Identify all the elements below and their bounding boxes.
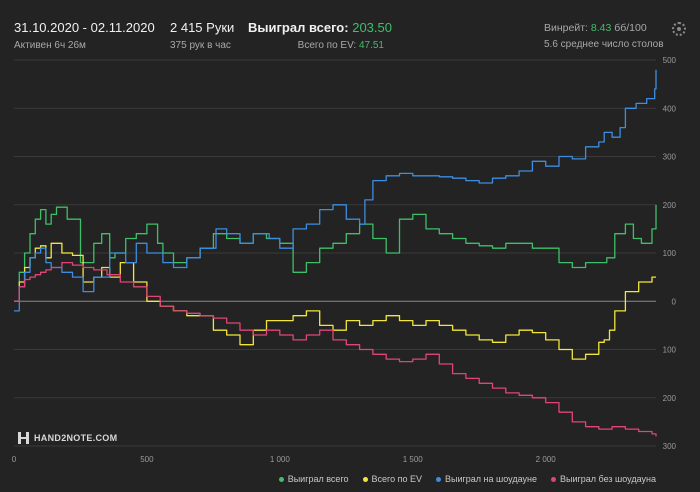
avg-tables: 5.6 среднее число столов <box>544 39 664 50</box>
winrate-label: Винрейт: <box>544 22 588 34</box>
won-label: Выиграл всего: <box>248 20 349 35</box>
series-line-0 <box>14 204 657 302</box>
active-time: Активен 6ч 26м <box>14 40 86 51</box>
winrate-block: Винрейт: 8.43 бб/100 5.6 среднее число с… <box>544 22 664 50</box>
legend-label: Всего по EV <box>371 474 423 484</box>
y-tick-label: 300 <box>663 442 677 451</box>
legend-dot-icon <box>551 477 556 483</box>
y-tick-label: 200 <box>663 201 677 210</box>
legend-dot-icon <box>436 477 442 483</box>
x-tick-label: 1 500 <box>403 455 424 464</box>
hands-count: 2 415 Руки <box>170 20 235 35</box>
y-tick-label: 400 <box>663 104 677 113</box>
legend-dot-icon <box>278 477 284 483</box>
legend-item-non-showdown[interactable]: Выиграл без шоудауна <box>551 474 656 484</box>
legend-label: Выиграл всего <box>287 474 349 484</box>
series-line-1 <box>14 242 656 360</box>
ev-value: 47.51 <box>358 40 384 51</box>
x-tick-label: 500 <box>140 455 154 464</box>
date-range: 31.10.2020 - 02.11.2020 <box>14 20 155 35</box>
ev-label: Всего по EV: <box>297 40 357 51</box>
winrate: Винрейт: 8.43 бб/100 <box>544 22 664 34</box>
y-tick-label: 100 <box>663 346 677 355</box>
series-line-3 <box>14 261 657 437</box>
gear-icon[interactable] <box>672 22 686 36</box>
legend-item-ev-total[interactable]: Всего по EV <box>362 474 423 484</box>
hands-rate: 375 рук в час <box>170 40 231 51</box>
y-tick-label: 100 <box>663 249 677 258</box>
won-block: Выиграл всего: 203.50 Всего по EV: 47.51 <box>248 20 392 51</box>
x-tick-label: 0 <box>12 455 17 464</box>
ev-total: Всего по EV: 47.51 <box>248 40 384 51</box>
winrate-unit: бб/100 <box>614 22 647 34</box>
won-value: 203.50 <box>352 20 392 35</box>
series-line-2 <box>14 69 657 312</box>
legend-dot-icon <box>362 477 368 483</box>
won-total: Выиграл всего: 203.50 <box>248 20 392 35</box>
y-tick-label: 0 <box>672 297 677 306</box>
winrate-value: 8.43 <box>590 22 612 34</box>
x-tick-label: 1 000 <box>270 455 291 464</box>
hand2note-logo-icon <box>18 432 30 444</box>
hands-block: 2 415 Руки 375 рук в час <box>170 20 234 51</box>
y-tick-label: 500 <box>663 56 677 65</box>
legend-item-showdown[interactable]: Выиграл на шоудауне <box>436 474 537 484</box>
chart-legend: Выиграл всего Всего по EV Выиграл на шоу… <box>278 474 656 484</box>
chart-grid <box>14 59 656 447</box>
x-tick-label: 2 000 <box>536 455 557 464</box>
session-block: 31.10.2020 - 02.11.2020 Активен 6ч 26м <box>14 20 155 51</box>
chart-series <box>14 69 657 437</box>
logo-text: HAND2NOTE.COM <box>34 433 118 443</box>
y-tick-label: 300 <box>663 153 677 162</box>
legend-label: Выиграл без шоудауна <box>560 474 656 484</box>
hand2note-logo: HAND2NOTE.COM <box>18 432 117 444</box>
y-tick-label: 200 <box>663 394 677 403</box>
legend-label: Выиграл на шоудауне <box>445 474 537 484</box>
legend-item-won-total[interactable]: Выиграл всего <box>278 474 349 484</box>
summary-header: 31.10.2020 - 02.11.2020 Активен 6ч 26м 2… <box>0 0 700 60</box>
